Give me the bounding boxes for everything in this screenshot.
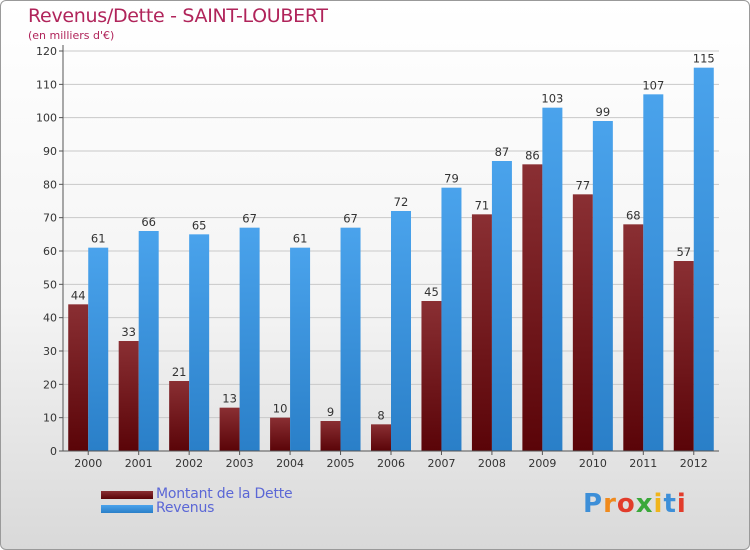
y-tick-label-60: 60	[43, 245, 57, 258]
bar-revenus-2003	[239, 227, 260, 451]
x-tick-label-2003: 2003	[226, 457, 254, 470]
x-tick-label-2006: 2006	[377, 457, 405, 470]
data-label-dette-2010: 77	[576, 178, 591, 192]
bar-dette-2004	[270, 417, 291, 451]
data-label-dette-2008: 71	[475, 198, 490, 212]
logo-letter: r	[603, 489, 617, 519]
bar-dette-2012	[673, 261, 694, 451]
bar-dette-2009	[522, 164, 543, 452]
x-tick-label-2011: 2011	[629, 457, 657, 470]
data-label-dette-2001: 33	[121, 325, 136, 339]
logo-letter: i	[653, 489, 664, 519]
x-tick-label-2001: 2001	[125, 457, 153, 470]
bar-revenus-2011	[643, 94, 664, 451]
bar-dette-2006	[371, 424, 391, 451]
data-label-dette-2000: 44	[71, 288, 86, 302]
bar-dette-2007	[421, 301, 442, 451]
data-label-revenus-2001: 66	[141, 215, 156, 229]
x-tick-label-2005: 2005	[327, 457, 355, 470]
x-tick-label-2000: 2000	[74, 457, 102, 470]
legend-swatch-debt	[101, 491, 153, 499]
bars-layer	[68, 67, 714, 452]
bar-dette-2001	[118, 341, 139, 451]
y-tick-label-80: 80	[43, 178, 57, 191]
bar-revenus-2002	[189, 234, 210, 451]
data-label-dette-2006: 8	[377, 408, 384, 422]
chart-subtitle: (en milliers d'€)	[28, 29, 115, 42]
data-label-revenus-2008: 87	[495, 145, 510, 159]
axis-layer: 0 10 20 30 40 50 60 70 80 90 100 110 120 2000 2001 2002…	[36, 45, 719, 470]
data-label-revenus-2003: 67	[242, 212, 257, 226]
data-label-revenus-2012: 115	[693, 52, 715, 66]
logo-letter: P	[583, 489, 604, 519]
y-tick-label-0: 0	[50, 445, 57, 458]
legend-label-revenus: Revenus	[156, 500, 215, 516]
y-tick-label-50: 50	[43, 278, 57, 291]
bar-revenus-2005	[340, 227, 361, 451]
data-label-dette-2004: 10	[273, 402, 288, 416]
y-tick-label-110: 110	[36, 78, 57, 91]
proxiti-logo: Proxiti	[583, 489, 687, 519]
chart-title: Revenus/Dette - SAINT-LOUBERT	[28, 5, 328, 27]
logo-letter: t	[663, 489, 677, 519]
bar-revenus-2001	[138, 231, 159, 451]
logo-letter: i	[676, 489, 687, 519]
data-label-dette-2012: 57	[676, 245, 691, 259]
labels-layer: 44 61 33 66 21 65 13 67 10 61 9 67 8 72 45 79 71 87 86 103 7…	[71, 52, 715, 423]
bar-dette-2000	[68, 304, 89, 451]
bar-revenus-2004	[290, 247, 311, 451]
x-tick-label-2007: 2007	[427, 457, 455, 470]
y-tick-label-30: 30	[43, 345, 57, 358]
data-label-dette-2011: 68	[626, 208, 641, 222]
data-label-dette-2007: 45	[424, 285, 439, 299]
logo-letter: x	[635, 489, 654, 519]
data-label-revenus-2011: 107	[642, 78, 664, 92]
y-tick-label-120: 120	[36, 45, 57, 58]
bar-dette-2005	[320, 421, 341, 451]
bar-revenus-2010	[592, 121, 613, 451]
bar-dette-2008	[471, 214, 492, 451]
logo-letter: o	[616, 489, 636, 519]
data-label-revenus-2006: 72	[394, 195, 409, 209]
legend-label-debt: Montant de la Dette	[156, 486, 293, 502]
bar-dette-2002	[169, 381, 190, 451]
data-label-revenus-2004: 61	[293, 232, 308, 246]
data-label-dette-2005: 9	[327, 405, 334, 419]
bar-revenus-2009	[542, 107, 563, 452]
bar-revenus-2007	[441, 187, 462, 451]
data-label-dette-2002: 21	[172, 365, 187, 379]
legend-swatch-revenus	[101, 505, 153, 513]
data-label-revenus-2000: 61	[91, 232, 106, 246]
x-tick-label-2004: 2004	[276, 457, 304, 470]
data-label-revenus-2007: 79	[444, 172, 459, 186]
y-tick-label-100: 100	[36, 112, 57, 125]
data-label-revenus-2009: 103	[541, 92, 563, 106]
bar-revenus-2000	[88, 247, 109, 451]
y-tick-label-40: 40	[43, 312, 57, 325]
bar-revenus-2008	[491, 161, 512, 451]
y-tick-label-90: 90	[43, 145, 57, 158]
data-label-dette-2009: 86	[525, 148, 540, 162]
x-tick-label-2012: 2012	[680, 457, 708, 470]
data-label-revenus-2010: 99	[596, 105, 611, 119]
y-tick-label-10: 10	[43, 412, 57, 425]
data-label-revenus-2002: 65	[192, 218, 207, 232]
data-label-dette-2003: 13	[222, 392, 237, 406]
x-tick-label-2010: 2010	[579, 457, 607, 470]
bar-revenus-2006	[391, 211, 411, 451]
bar-dette-2010	[572, 194, 593, 452]
bar-dette-2003	[219, 407, 240, 451]
x-tick-label-2008: 2008	[478, 457, 506, 470]
y-tick-label-20: 20	[43, 378, 57, 391]
x-tick-label-2002: 2002	[175, 457, 203, 470]
bar-revenus-2012	[693, 67, 714, 452]
bar-dette-2011	[623, 224, 644, 451]
y-tick-label-70: 70	[43, 212, 57, 225]
data-label-revenus-2005: 67	[343, 212, 358, 226]
x-tick-label-2009: 2009	[528, 457, 556, 470]
